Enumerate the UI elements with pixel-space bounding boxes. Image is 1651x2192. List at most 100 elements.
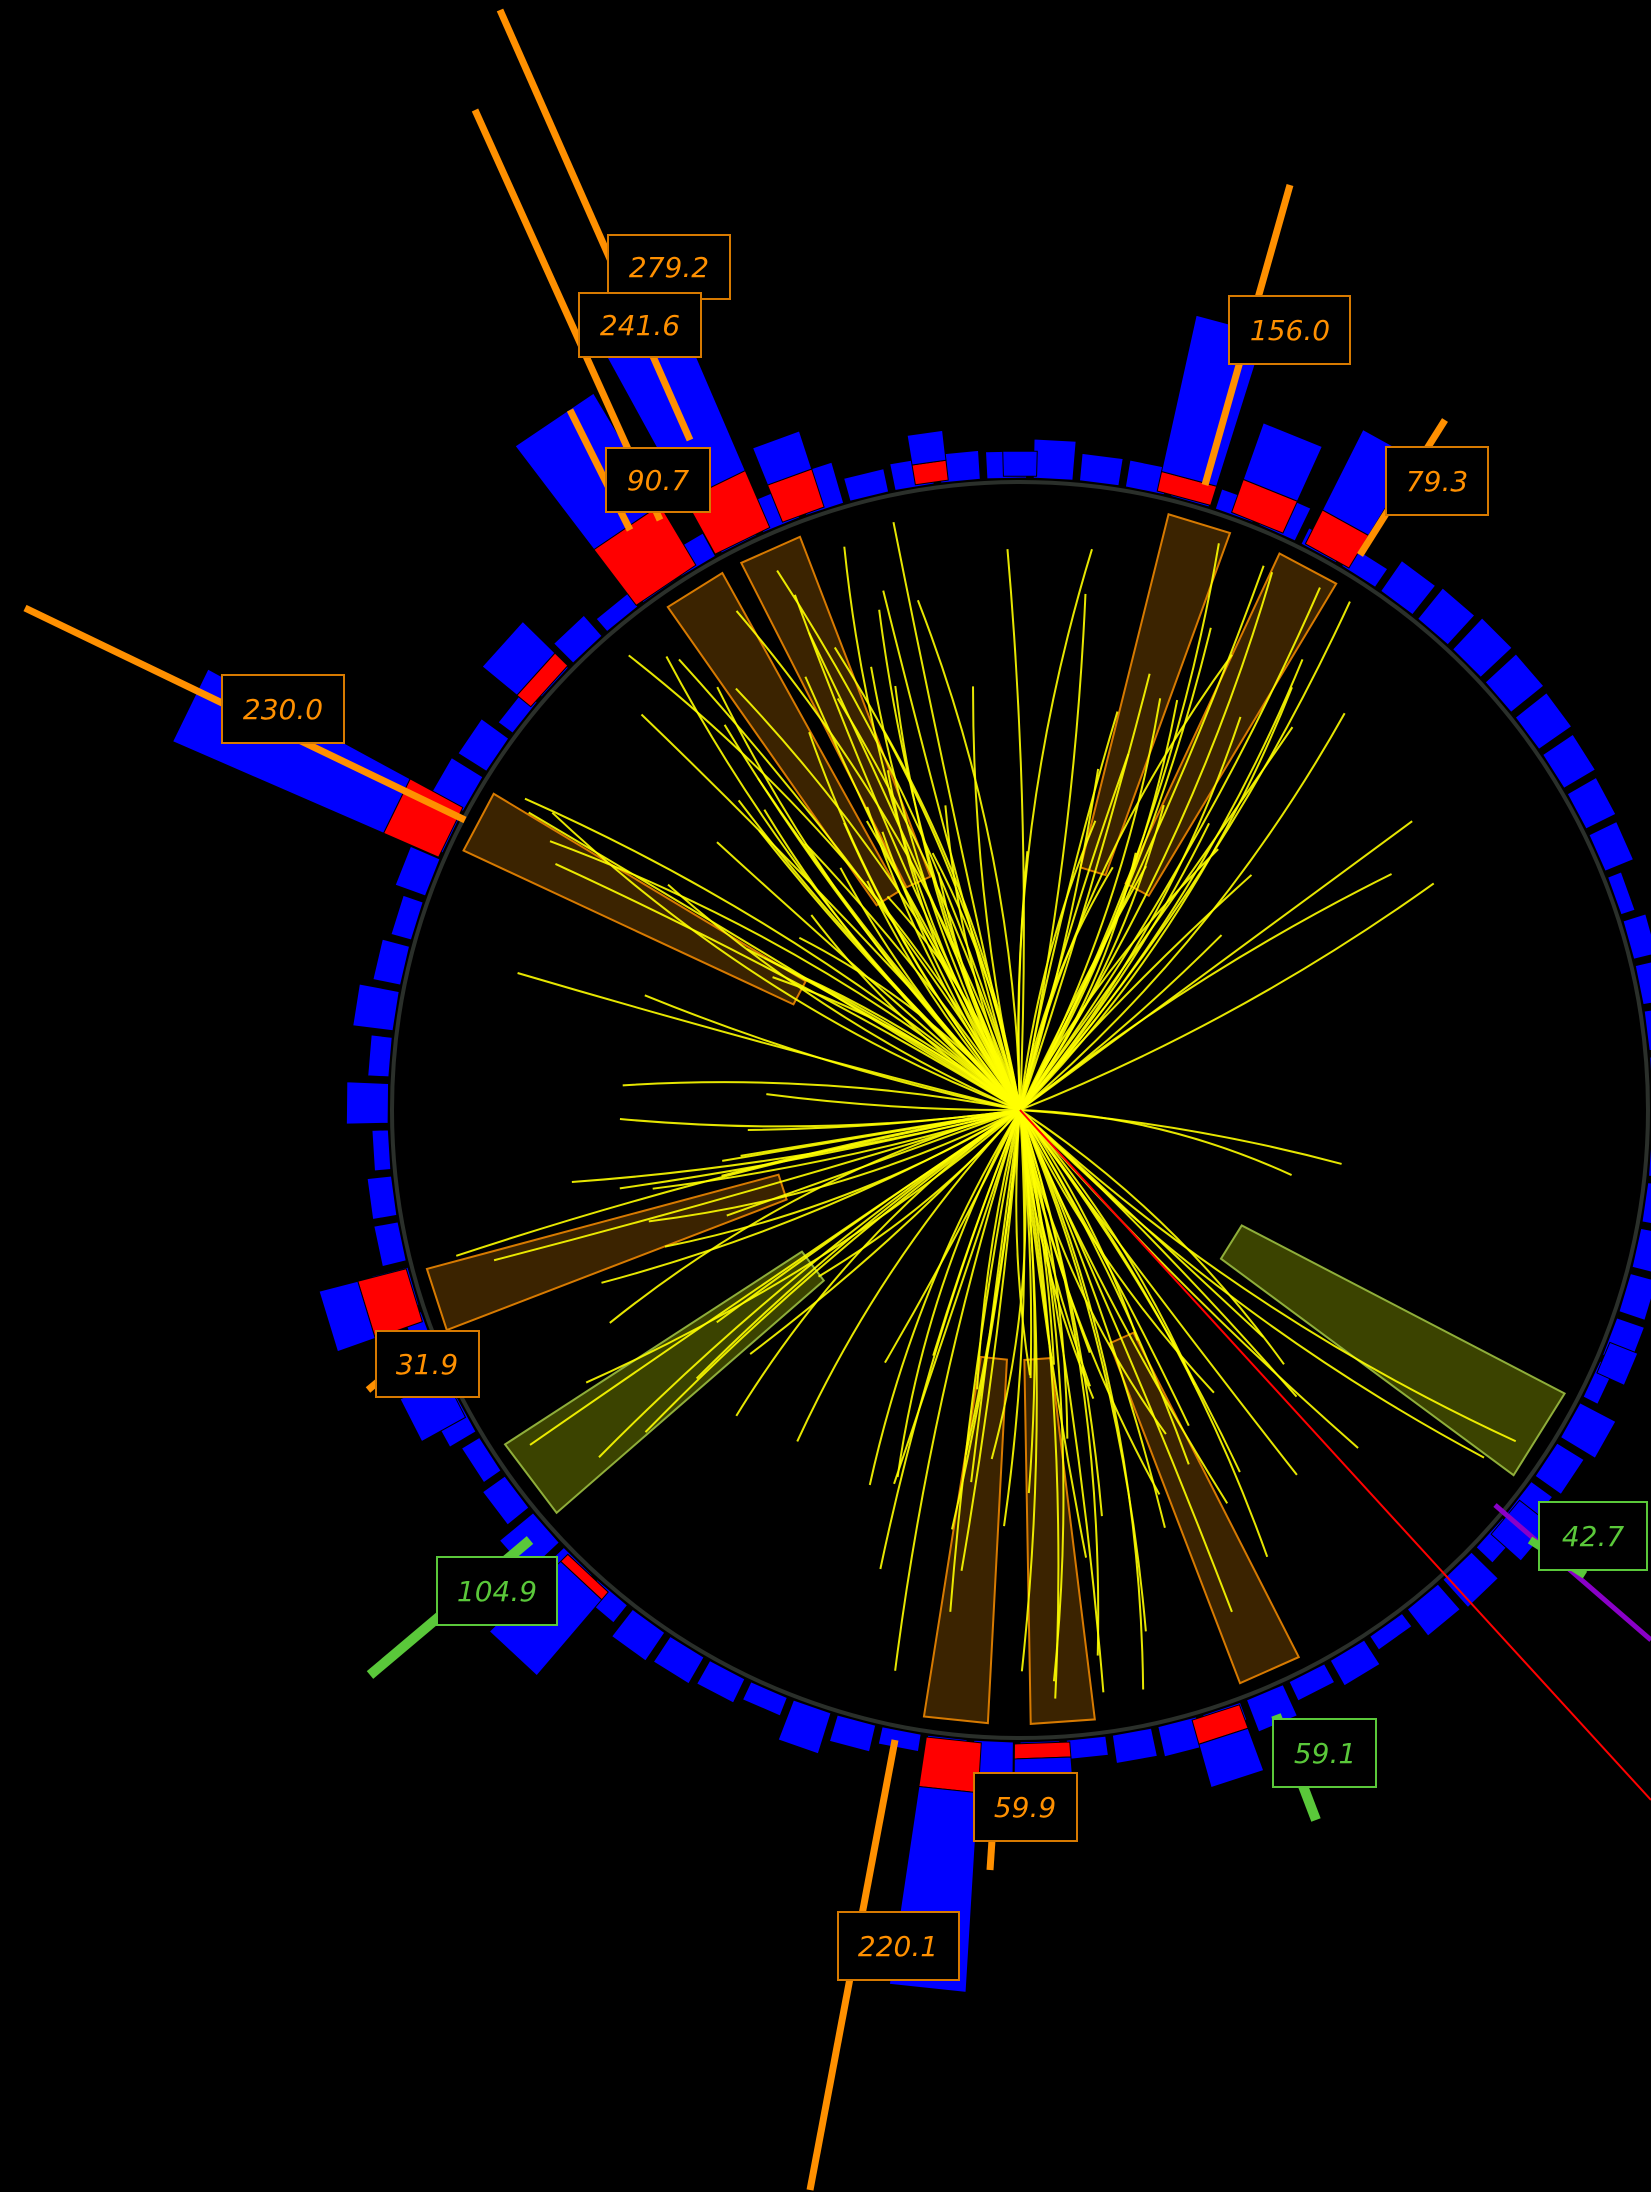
particle-track xyxy=(1019,1109,1036,1494)
particle-track xyxy=(796,1109,1021,1442)
hcal-tower xyxy=(481,620,556,696)
particle-track xyxy=(735,687,1021,1111)
particle-track xyxy=(893,1109,1021,1485)
hcal-tower xyxy=(367,1034,393,1078)
particle-track xyxy=(1019,712,1346,1111)
particle-track xyxy=(640,713,1021,1111)
particle-track xyxy=(1019,1109,1147,1632)
hcal-tower xyxy=(828,1714,877,1753)
particle-track xyxy=(1019,686,1293,1111)
particle-track xyxy=(1019,934,1223,1111)
jet-cone xyxy=(922,1355,1008,1725)
particle-track xyxy=(1019,874,1253,1111)
value-label-42-7: 42.7 xyxy=(1538,1501,1648,1571)
particle-track xyxy=(1019,1109,1485,1459)
green-jet-cone xyxy=(503,1250,826,1515)
hcal-tower xyxy=(610,1608,666,1662)
hcal-tower xyxy=(741,1681,788,1717)
value-label-text: 59.1 xyxy=(1294,1737,1356,1770)
hcal-tower xyxy=(1484,653,1545,713)
hcal-tower xyxy=(1596,1341,1639,1387)
hcal-tower xyxy=(843,467,890,502)
particle-track xyxy=(648,1109,1021,1223)
hcal-tower xyxy=(390,894,424,941)
particle-track xyxy=(1019,673,1151,1111)
particle-track xyxy=(804,842,1021,1111)
value-label-104-9: 104.9 xyxy=(436,1556,558,1626)
hcal-tower xyxy=(1559,1402,1617,1459)
hcal-tower xyxy=(552,614,603,664)
hcal-tower xyxy=(1566,776,1617,830)
value-label-31-9: 31.9 xyxy=(375,1330,480,1398)
hcal-tower xyxy=(1534,1442,1585,1496)
particle-track xyxy=(716,686,1021,1111)
particle-track xyxy=(884,1109,1021,1364)
particle-track xyxy=(1019,1109,1342,1165)
jet-cone-layer xyxy=(425,512,1567,1725)
hcal-tower xyxy=(457,718,510,773)
hcal-tower xyxy=(777,1699,832,1755)
hcal-tower xyxy=(1514,691,1573,750)
particle-track xyxy=(868,1109,1021,1486)
particle-track xyxy=(1019,1109,1264,1338)
particle-track xyxy=(644,994,1021,1111)
jet-cone xyxy=(1023,1357,1096,1725)
particle-track xyxy=(1019,1109,1517,1443)
particle-track xyxy=(1019,1109,1145,1690)
particle-track xyxy=(695,1109,1021,1380)
particle-track xyxy=(970,1109,1021,1483)
hcal-tower xyxy=(1442,1551,1500,1609)
hcal-tower xyxy=(1606,871,1636,916)
particle-track xyxy=(951,1109,1021,1530)
particle-track xyxy=(749,1109,1021,1355)
hcal-tower xyxy=(877,1726,922,1753)
particle-track xyxy=(1019,1109,1103,1517)
particle-track xyxy=(664,1109,1021,1248)
particle-track xyxy=(622,1081,1021,1111)
track-layer xyxy=(455,522,1517,1699)
hcal-tower xyxy=(1242,422,1323,502)
particle-track xyxy=(766,1093,1021,1112)
particle-track xyxy=(1019,1109,1060,1699)
hcal-tower xyxy=(1380,559,1437,616)
particle-track xyxy=(609,1109,1021,1324)
particle-track xyxy=(721,1109,1021,1177)
hcal-tower xyxy=(371,1129,392,1172)
value-label-59-1: 59.1 xyxy=(1272,1718,1377,1788)
hcal-tower xyxy=(751,430,813,486)
particle-track xyxy=(665,656,1021,1111)
hcal-tower xyxy=(394,845,441,897)
particle-track xyxy=(549,840,1021,1111)
value-label-text: 156.0 xyxy=(1250,314,1330,347)
hcal-tower xyxy=(696,1659,746,1704)
hcal-tower xyxy=(906,429,947,466)
particle-track xyxy=(1015,1109,1031,1376)
hcal-tower xyxy=(1641,1182,1651,1225)
particle-track xyxy=(1019,865,1147,1111)
value-label-59-9: 59.9 xyxy=(973,1772,1078,1842)
particle-track xyxy=(1019,1109,1285,1365)
red-track-line xyxy=(1019,1109,1651,1801)
particle-track xyxy=(896,1109,1021,1478)
particle-track xyxy=(1019,1109,1215,1394)
hcal-tower xyxy=(1198,1727,1265,1789)
particle-track xyxy=(843,546,1021,1111)
hcal-tower xyxy=(1631,1227,1651,1273)
hcal-tower xyxy=(373,1221,407,1268)
value-label-text: 220.1 xyxy=(858,1930,938,1963)
particle-track xyxy=(1019,1109,1091,1387)
particle-track xyxy=(598,1109,1021,1458)
particle-track xyxy=(1019,882,1435,1111)
particle-track xyxy=(1019,543,1220,1111)
hcal-tower xyxy=(1329,1639,1381,1687)
particle-track xyxy=(1019,716,1242,1111)
particle-track xyxy=(678,658,1021,1111)
hcal-tower xyxy=(366,1175,398,1221)
hcal-tower xyxy=(1078,452,1124,487)
value-label-156-0: 156.0 xyxy=(1228,295,1351,365)
hcal-tower xyxy=(318,1280,376,1353)
hcal-tower xyxy=(1417,587,1476,646)
particle-track xyxy=(1019,820,1413,1111)
jet-energy-line xyxy=(496,8,694,442)
hcal-tower xyxy=(1643,1009,1651,1052)
